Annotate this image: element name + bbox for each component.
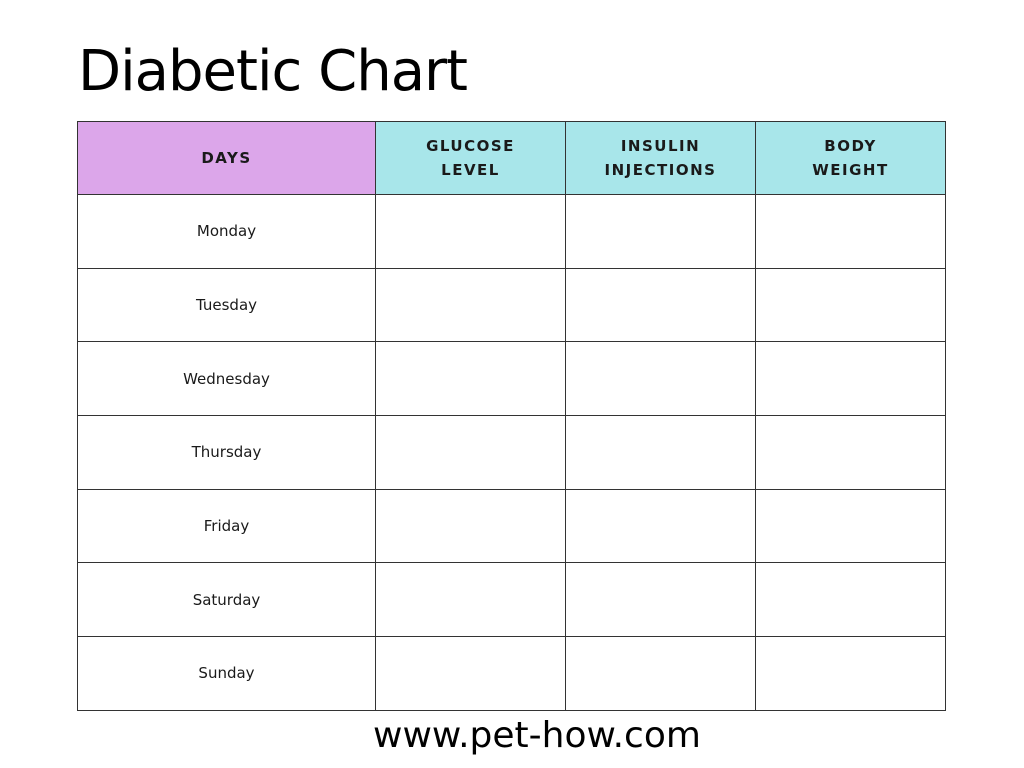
website-url: www.pet-how.com <box>373 715 701 756</box>
weight-cell[interactable] <box>755 562 946 638</box>
glucose-cell[interactable] <box>375 488 566 564</box>
day-cell: Wednesday <box>77 341 376 417</box>
glucose-cell[interactable] <box>375 562 566 638</box>
page-title: Diabetic Chart <box>78 39 468 104</box>
weight-cell[interactable] <box>755 267 946 343</box>
day-cell: Monday <box>77 194 376 269</box>
table-row: Thursday <box>77 415 946 490</box>
insulin-cell[interactable] <box>565 415 756 490</box>
table-row: Monday <box>77 194 946 269</box>
header-row: DAYS GLUCOSE LEVEL INSULIN INJECTIONS BO… <box>77 121 946 195</box>
table-row: Friday <box>77 488 946 564</box>
header-glucose-line-1: GLUCOSE <box>426 137 515 155</box>
header-days: DAYS <box>77 121 376 195</box>
header-insulin-line-2: INJECTIONS <box>604 161 717 179</box>
table-row: Sunday <box>77 636 946 711</box>
header-glucose-line-2: LEVEL <box>441 161 500 179</box>
day-cell: Thursday <box>77 415 376 490</box>
weight-cell[interactable] <box>755 341 946 417</box>
glucose-cell[interactable] <box>375 194 566 269</box>
header-days-label: DAYS <box>201 149 252 167</box>
header-glucose-level: GLUCOSE LEVEL <box>375 121 566 195</box>
day-cell: Tuesday <box>77 267 376 343</box>
table-row: Tuesday <box>77 267 946 343</box>
insulin-cell[interactable] <box>565 267 756 343</box>
glucose-cell[interactable] <box>375 636 566 711</box>
table-row: Saturday <box>77 562 946 638</box>
glucose-cell[interactable] <box>375 415 566 490</box>
glucose-cell[interactable] <box>375 341 566 417</box>
header-body-weight: BODY WEIGHT <box>755 121 946 195</box>
table-row: Wednesday <box>77 341 946 417</box>
header-insulin-injections: INSULIN INJECTIONS <box>565 121 756 195</box>
insulin-cell[interactable] <box>565 636 756 711</box>
day-cell: Saturday <box>77 562 376 638</box>
weight-cell[interactable] <box>755 194 946 269</box>
day-cell: Friday <box>77 488 376 564</box>
header-weight-line-2: WEIGHT <box>812 161 889 179</box>
day-cell: Sunday <box>77 636 376 711</box>
insulin-cell[interactable] <box>565 341 756 417</box>
weight-cell[interactable] <box>755 488 946 564</box>
weight-cell[interactable] <box>755 415 946 490</box>
insulin-cell[interactable] <box>565 194 756 269</box>
glucose-cell[interactable] <box>375 267 566 343</box>
weight-cell[interactable] <box>755 636 946 711</box>
insulin-cell[interactable] <box>565 562 756 638</box>
insulin-cell[interactable] <box>565 488 756 564</box>
header-insulin-line-1: INSULIN <box>620 137 701 155</box>
header-weight-line-1: BODY <box>824 137 877 155</box>
diabetic-chart-table: DAYS GLUCOSE LEVEL INSULIN INJECTIONS BO… <box>77 121 946 711</box>
